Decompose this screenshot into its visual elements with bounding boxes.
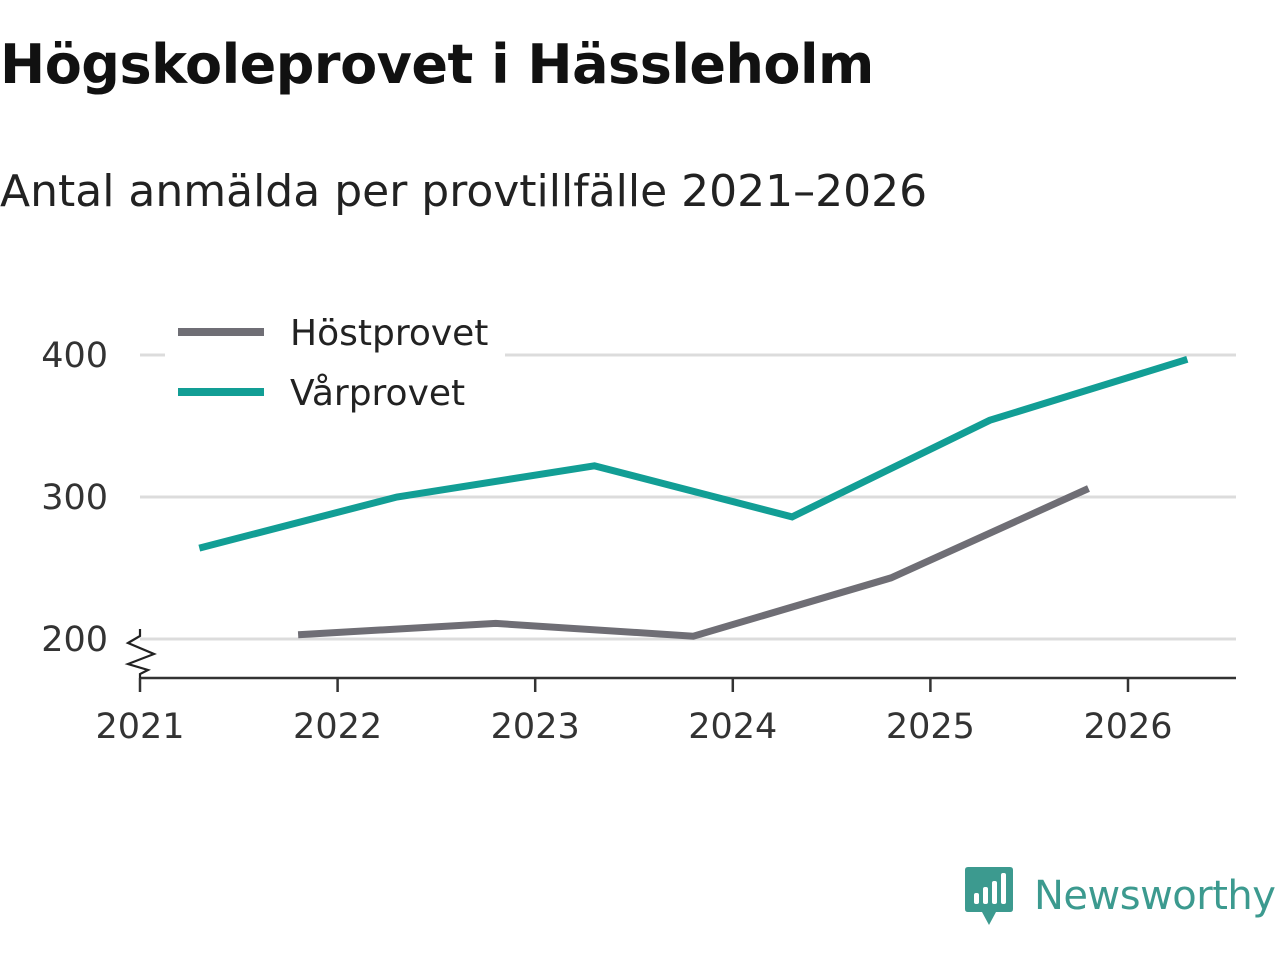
y-tick-label: 300 — [41, 478, 108, 518]
series-lines — [198, 355, 1189, 640]
x-tick-label: 2022 — [293, 707, 382, 747]
legend-label: Höstprovet — [290, 313, 488, 354]
x-tick-label: 2021 — [95, 707, 184, 747]
y-tick-label: 400 — [41, 336, 108, 376]
axes: 200 300 400 2021 2022 2023 2024 2025 2026 — [41, 336, 1236, 747]
bar-chart-speech-icon — [965, 867, 1013, 925]
axis-break-mark — [124, 629, 157, 678]
x-tick-label: 2024 — [688, 707, 777, 747]
x-tick-label: 2026 — [1083, 707, 1172, 747]
series-line-h-stprovet — [297, 485, 1090, 640]
series-line-v-rprovet — [198, 355, 1189, 552]
chart-subtitle: Antal anmälda per provtillfälle 2021–202… — [0, 166, 928, 217]
x-tick-label: 2025 — [886, 707, 975, 747]
y-tick-label: 200 — [41, 620, 108, 660]
brand-name: Newsworthy — [1034, 873, 1276, 919]
legend-label: Vårprovet — [290, 373, 465, 414]
newsworthy-logo: Newsworthy — [964, 864, 1276, 928]
legend: Höstprovet Vårprovet — [165, 300, 505, 428]
legend-background — [165, 300, 505, 428]
x-tick-label: 2023 — [491, 707, 580, 747]
chart-title: Högskoleprovet i Hässleholm — [0, 33, 874, 96]
